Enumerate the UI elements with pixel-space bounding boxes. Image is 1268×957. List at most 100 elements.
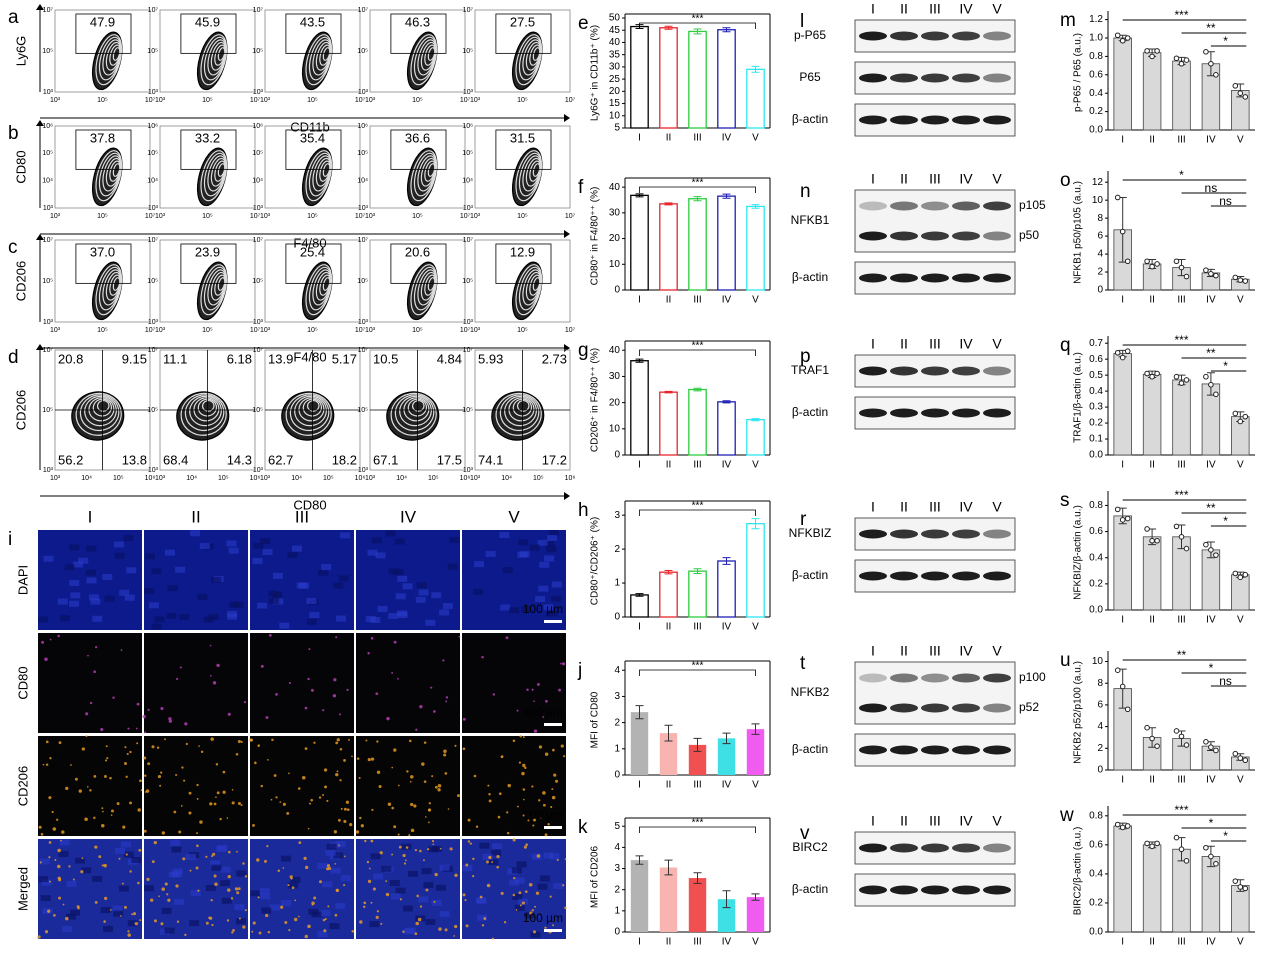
signal bbox=[205, 855, 208, 858]
signal bbox=[286, 811, 290, 815]
signal bbox=[275, 693, 278, 696]
data-point bbox=[1213, 860, 1219, 867]
signal bbox=[298, 841, 302, 845]
texture bbox=[546, 546, 557, 553]
signal bbox=[434, 785, 438, 789]
band bbox=[890, 571, 918, 581]
gate-value: 37.0 bbox=[90, 244, 115, 259]
bar bbox=[1172, 379, 1191, 456]
signal bbox=[240, 804, 243, 807]
x-tick-label: III bbox=[1177, 135, 1185, 146]
significance-label: ** bbox=[1177, 648, 1187, 662]
signal bbox=[131, 913, 134, 916]
signal bbox=[438, 927, 442, 931]
x-tick-label: IV bbox=[722, 460, 732, 471]
signal bbox=[323, 929, 327, 933]
signal bbox=[236, 850, 238, 853]
x-tick-label: III bbox=[693, 133, 701, 144]
signal bbox=[61, 830, 65, 834]
texture bbox=[326, 843, 337, 850]
signal bbox=[195, 866, 199, 870]
signal bbox=[333, 830, 338, 834]
gate bbox=[180, 13, 237, 54]
signal bbox=[52, 827, 57, 831]
data-point bbox=[1237, 277, 1244, 283]
texture bbox=[148, 602, 159, 609]
signal bbox=[188, 811, 192, 815]
data-point bbox=[1203, 49, 1209, 55]
lane-label: IV bbox=[959, 813, 973, 829]
x-tick-label: 10⁷ bbox=[565, 327, 576, 334]
band bbox=[983, 231, 1011, 241]
data-point bbox=[1178, 264, 1185, 271]
signal bbox=[103, 863, 107, 868]
x-tick-label: V bbox=[1237, 615, 1244, 626]
bar bbox=[717, 29, 736, 129]
texture bbox=[234, 904, 245, 911]
data-point bbox=[1203, 267, 1209, 274]
texture bbox=[65, 913, 76, 920]
y-tick-label: 0.8 bbox=[1089, 500, 1103, 511]
signal bbox=[51, 810, 54, 814]
x-tick-label: 10⁶ bbox=[145, 475, 156, 482]
signal bbox=[45, 740, 49, 744]
signal bbox=[304, 934, 308, 939]
band bbox=[859, 885, 887, 895]
bar bbox=[1142, 373, 1162, 456]
signal bbox=[442, 659, 445, 662]
x-tick-label: II bbox=[1149, 135, 1155, 146]
signal bbox=[539, 817, 542, 819]
signal bbox=[127, 727, 130, 730]
x-tick-label: 10⁵ bbox=[428, 475, 439, 482]
signal bbox=[184, 933, 187, 937]
signal bbox=[244, 909, 247, 912]
signal bbox=[144, 731, 147, 734]
signal bbox=[425, 888, 429, 892]
signal bbox=[121, 882, 124, 885]
signal bbox=[562, 884, 565, 887]
signal bbox=[266, 844, 269, 848]
bar bbox=[688, 744, 707, 775]
data-point bbox=[1114, 506, 1121, 513]
band-label: p100 bbox=[1019, 670, 1046, 684]
signal bbox=[556, 858, 559, 861]
signal bbox=[326, 864, 331, 868]
signal bbox=[363, 901, 367, 905]
signal bbox=[343, 759, 346, 762]
y-tick-label: 40 bbox=[609, 37, 621, 48]
texture bbox=[491, 843, 502, 850]
signal bbox=[427, 808, 432, 812]
y-tick-label: 6 bbox=[1097, 231, 1103, 242]
signal bbox=[291, 886, 295, 890]
signal bbox=[81, 747, 85, 751]
data-point bbox=[1144, 370, 1150, 377]
y-tick-label: 2 bbox=[614, 717, 620, 728]
signal bbox=[431, 839, 435, 843]
texture bbox=[39, 858, 50, 865]
y-tick-label: 6 bbox=[1097, 700, 1103, 711]
texture bbox=[104, 595, 115, 602]
texture bbox=[70, 592, 81, 599]
signal bbox=[391, 766, 394, 769]
x-tick-label: 10³ bbox=[50, 213, 61, 220]
y-tick-label: 10⁶ bbox=[357, 123, 368, 130]
texture bbox=[421, 868, 432, 875]
texture bbox=[272, 591, 283, 598]
signal bbox=[512, 893, 516, 897]
data-point bbox=[1183, 377, 1190, 383]
signal bbox=[49, 880, 51, 883]
texture bbox=[114, 552, 125, 559]
signal bbox=[298, 915, 300, 918]
signal bbox=[175, 774, 178, 777]
signal bbox=[393, 748, 397, 752]
signal bbox=[370, 637, 374, 640]
data-point bbox=[1242, 757, 1249, 764]
y-axis-label: Ly6G⁺ in CD11b⁺ (%) bbox=[590, 25, 601, 121]
texture bbox=[40, 895, 51, 902]
signal bbox=[533, 818, 537, 822]
texture bbox=[179, 614, 190, 621]
signal bbox=[432, 843, 435, 846]
error-bar bbox=[751, 723, 760, 735]
error-bar bbox=[693, 196, 702, 202]
texture bbox=[220, 866, 231, 873]
